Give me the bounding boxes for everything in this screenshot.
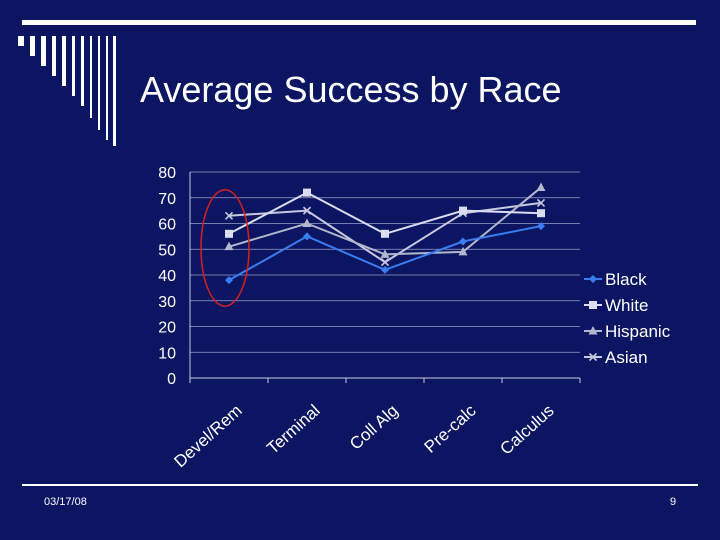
data-point-black (225, 276, 233, 285)
legend-marker-asian (588, 352, 598, 362)
data-point-hispanic (380, 249, 390, 258)
y-tick-label: 20 (158, 320, 176, 337)
stripe (18, 36, 24, 46)
data-point-white (459, 206, 467, 215)
x-marker-stroke (588, 352, 598, 362)
x-marker-stroke (302, 206, 312, 215)
slide-title: Average Success by Race (140, 69, 562, 110)
stripe (62, 36, 66, 86)
legend-label-asian: Asian (605, 348, 648, 367)
data-point-white (537, 209, 545, 218)
data-point-white (381, 229, 389, 238)
x-category-label: Calculus (497, 401, 558, 459)
stripe (98, 36, 100, 130)
stripe (106, 36, 108, 140)
stripe (81, 36, 84, 106)
data-point-black (303, 232, 311, 241)
data-point-hispanic (536, 182, 546, 191)
y-tick-label: 30 (158, 294, 176, 311)
stripe (113, 36, 116, 146)
data-point-black (537, 222, 545, 231)
stripe (41, 36, 46, 66)
data-point-asian (224, 211, 234, 220)
legend-marker-hispanic (588, 326, 598, 335)
data-point-asian (302, 206, 312, 215)
y-tick-label: 0 (167, 371, 176, 388)
legend-marker-white (589, 301, 597, 309)
data-point-black (459, 237, 467, 246)
x-category-label: Terminal (263, 401, 323, 458)
y-tick-label: 70 (158, 191, 176, 208)
data-point-asian (536, 198, 546, 207)
data-point-white (303, 188, 311, 197)
x-marker-stroke (224, 211, 234, 220)
data-point-hispanic (224, 241, 234, 251)
stripe (30, 36, 35, 56)
data-point-asian (380, 258, 390, 267)
x-marker-stroke (380, 258, 390, 267)
x-category-label: Coll Alg (346, 401, 402, 454)
legend-marker-black (589, 275, 597, 283)
stripe (90, 36, 92, 118)
y-tick-label: 10 (158, 345, 176, 362)
page-number: 9 (670, 496, 677, 508)
bottom-rule (22, 484, 698, 486)
legend-label-white: White (605, 296, 648, 315)
x-category-label: Devel/Rem (170, 401, 245, 471)
top-rule (22, 20, 696, 25)
y-tick-label: 60 (158, 217, 176, 234)
y-tick-label: 50 (158, 242, 176, 259)
stripe (52, 36, 56, 76)
x-category-label: Pre-calc (421, 401, 480, 457)
data-point-hispanic (302, 218, 312, 227)
highlight-ellipse (200, 189, 250, 307)
decorative-stripes (18, 36, 118, 146)
data-point-hispanic (458, 246, 468, 256)
legend-label-hispanic: Hispanic (605, 322, 671, 341)
x-marker-stroke (536, 198, 546, 207)
data-point-black (381, 265, 389, 274)
y-tick-label: 80 (158, 165, 176, 182)
stripe (72, 36, 75, 96)
legend-label-black: Black (605, 270, 647, 289)
y-tick-label: 40 (158, 268, 176, 285)
data-point-white (225, 229, 233, 238)
footer-date: 03/17/08 (44, 496, 87, 508)
